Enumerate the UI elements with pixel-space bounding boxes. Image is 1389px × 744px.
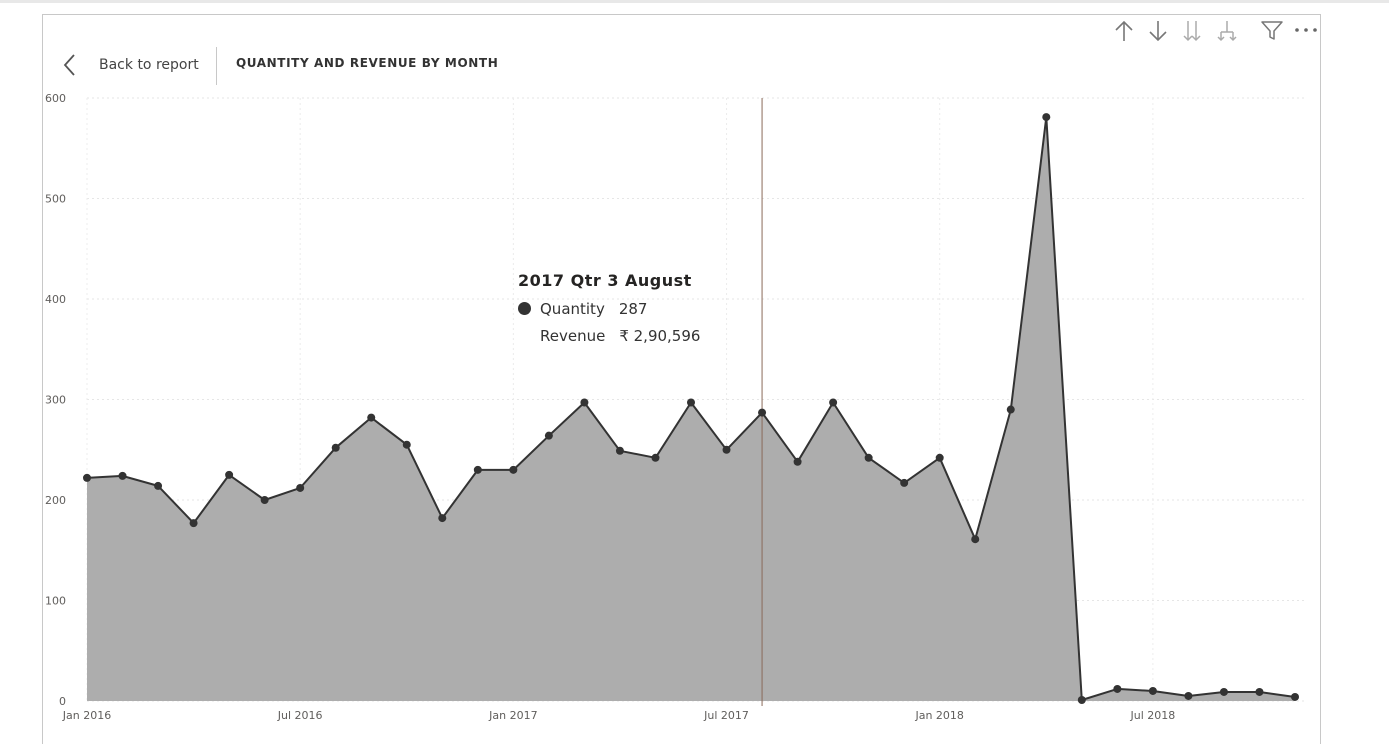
data-point[interactable] <box>580 398 589 407</box>
tooltip-row-revenue: Revenue ₹ 2,90,596 <box>518 322 700 349</box>
x-tick-label: Jul 2017 <box>703 709 749 722</box>
x-tick-label: Jan 2016 <box>62 709 111 722</box>
data-point[interactable] <box>1077 695 1086 704</box>
expand-hierarchy-icon <box>1214 18 1240 44</box>
data-point[interactable] <box>793 457 802 466</box>
y-axis-ticks: 0 100 200 300 400 500 600 <box>45 92 66 708</box>
data-point[interactable] <box>1148 686 1157 695</box>
x-axis-ticks: Jan 2016 Jul 2016 Jan 2017 Jul 2017 Jan 2018… <box>62 709 1175 722</box>
data-point[interactable] <box>1006 405 1015 414</box>
series-legend-dot <box>518 302 531 315</box>
y-tick-label: 0 <box>59 695 66 708</box>
data-point[interactable] <box>367 413 376 422</box>
data-point[interactable] <box>971 535 980 544</box>
data-point[interactable] <box>154 481 163 490</box>
chart-tooltip: 2017 Qtr 3 August Quantity 287 Revenue ₹… <box>518 271 700 349</box>
more-options-button[interactable] <box>1293 18 1319 44</box>
data-point[interactable] <box>331 443 340 452</box>
data-point[interactable] <box>402 440 411 449</box>
drill-up-button[interactable] <box>1111 18 1137 44</box>
y-tick-label: 500 <box>45 193 66 206</box>
back-to-report-label: Back to report <box>99 57 199 73</box>
x-tick-label: Jul 2016 <box>277 709 323 722</box>
data-point[interactable] <box>83 473 91 482</box>
window-top-strip <box>0 0 1389 3</box>
data-point[interactable] <box>935 453 944 462</box>
data-point[interactable] <box>651 453 660 462</box>
visual-header-toolbar <box>0 18 1389 44</box>
x-tick-label: Jan 2018 <box>914 709 963 722</box>
tooltip-value: ₹ 2,90,596 <box>619 326 701 345</box>
more-options-icon <box>1293 18 1319 44</box>
y-tick-label: 400 <box>45 293 66 306</box>
arrow-down-icon <box>1145 18 1171 44</box>
visual-title: QUANTITY AND REVENUE BY MONTH <box>236 56 499 70</box>
data-point[interactable] <box>118 471 127 480</box>
y-tick-label: 600 <box>45 92 66 105</box>
data-point[interactable] <box>509 465 518 474</box>
data-point[interactable] <box>864 453 873 462</box>
y-tick-label: 300 <box>45 394 66 407</box>
go-to-next-level-button[interactable] <box>1179 18 1205 44</box>
expand-hierarchy-button[interactable] <box>1214 18 1240 44</box>
header-divider <box>216 47 217 85</box>
filter-icon <box>1259 18 1285 44</box>
y-tick-label: 200 <box>45 494 66 507</box>
data-point[interactable] <box>1219 687 1228 696</box>
data-point[interactable] <box>687 398 695 407</box>
chevron-left-icon <box>60 51 80 79</box>
data-point[interactable] <box>1042 113 1051 122</box>
x-tick-label: Jul 2018 <box>1129 709 1175 722</box>
data-point[interactable] <box>615 446 624 455</box>
data-point[interactable] <box>473 465 482 474</box>
data-point[interactable] <box>260 496 269 504</box>
y-tick-label: 100 <box>45 595 66 608</box>
x-tick-label: Jan 2017 <box>488 709 537 722</box>
filter-button[interactable] <box>1259 18 1285 44</box>
back-to-report-button[interactable]: Back to report <box>60 50 199 80</box>
data-point[interactable] <box>189 519 198 528</box>
data-point[interactable] <box>900 478 909 487</box>
data-point[interactable] <box>438 514 447 523</box>
drill-down-button[interactable] <box>1145 18 1171 44</box>
double-arrow-down-icon <box>1179 18 1205 44</box>
data-point[interactable] <box>296 483 305 492</box>
data-points <box>83 113 1299 704</box>
tooltip-title: 2017 Qtr 3 August <box>518 271 692 290</box>
data-point[interactable] <box>1255 687 1264 696</box>
data-point[interactable] <box>544 431 553 440</box>
tooltip-label: Revenue <box>540 326 606 345</box>
arrow-up-icon <box>1111 18 1137 44</box>
data-point[interactable] <box>225 470 234 479</box>
data-point[interactable] <box>829 398 838 407</box>
data-point[interactable] <box>1291 692 1299 701</box>
data-point[interactable] <box>722 445 731 454</box>
tooltip-value: 287 <box>618 299 648 318</box>
tooltip-label: Quantity <box>540 299 605 318</box>
tooltip-row-quantity: Quantity 287 <box>518 295 700 322</box>
quantity-area <box>87 117 1295 702</box>
data-point[interactable] <box>1184 691 1193 700</box>
data-point[interactable] <box>758 408 767 417</box>
data-point[interactable] <box>1113 684 1122 693</box>
